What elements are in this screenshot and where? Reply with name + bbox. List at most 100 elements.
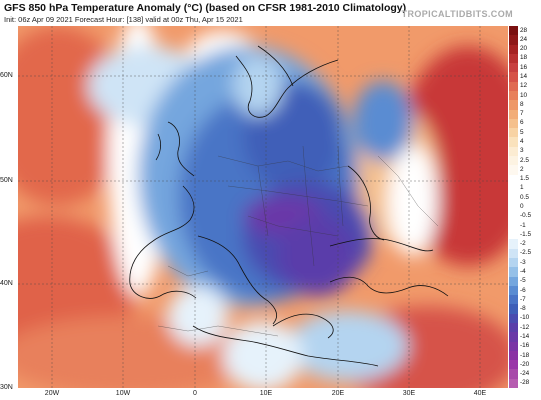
colorbar-label: -16 xyxy=(520,342,530,350)
colorbar-label: 4 xyxy=(520,138,524,146)
colorbar-label: 5 xyxy=(520,128,524,136)
colorbar-swatch xyxy=(509,63,518,73)
colorbar-label: 6 xyxy=(520,119,524,127)
colorbar-label: -20 xyxy=(520,360,530,368)
colorbar-label: 16 xyxy=(520,63,528,71)
lat-label-50n: 50N xyxy=(0,177,13,184)
colorbar-label: -0.5 xyxy=(520,212,532,220)
colorbar-swatch xyxy=(509,230,518,240)
colorbar-swatch xyxy=(509,332,518,343)
colorbar-swatch xyxy=(509,26,518,36)
colorbar-label: -28 xyxy=(520,379,530,387)
colorbar-swatch xyxy=(509,276,518,287)
colorbar-swatch xyxy=(509,350,518,361)
colorbar-swatch xyxy=(509,90,518,101)
colorbar-swatch xyxy=(509,378,518,389)
colorbar-swatch xyxy=(509,211,518,222)
colorbar-swatch xyxy=(509,35,518,46)
colorbar-label: -4 xyxy=(520,267,526,275)
colorbar-swatch xyxy=(509,155,518,166)
colorbar-label: 14 xyxy=(520,73,528,81)
colorbar-swatch xyxy=(509,81,518,92)
colorbar-swatch xyxy=(509,53,518,64)
colorbar-label: -1 xyxy=(520,221,526,229)
colorbar-label: 8 xyxy=(520,100,524,108)
colorbar-label: 0.5 xyxy=(520,193,529,201)
colorbar-label: -6 xyxy=(520,286,526,294)
colorbar-swatch xyxy=(509,146,518,157)
colorbar-swatch xyxy=(509,323,518,333)
site-watermark: TROPICALTIDBITS.COM xyxy=(401,9,513,19)
colorbar-label: -3 xyxy=(520,258,526,266)
colorbar-label: -12 xyxy=(520,323,530,331)
colorbar-label: 24 xyxy=(520,35,528,43)
colorbar-swatch xyxy=(509,137,518,148)
colorbar-label: 28 xyxy=(520,26,528,34)
colorbar-label: -8 xyxy=(520,305,526,313)
colorbar-label: -2 xyxy=(520,240,526,248)
colorbar-label: -18 xyxy=(520,351,530,359)
colorbar-swatch xyxy=(509,193,518,203)
colorbar-swatch xyxy=(509,360,518,370)
colorbar-label: 18 xyxy=(520,54,528,62)
colorbar-label: 7 xyxy=(520,110,524,118)
colorbar-swatch xyxy=(509,295,518,305)
colorbar-swatch xyxy=(509,248,518,259)
lat-label-40n: 40N xyxy=(0,280,13,287)
colorbar-swatch xyxy=(509,202,518,213)
colorbar-label: -1.5 xyxy=(520,230,532,238)
colorbar-swatch xyxy=(509,341,518,352)
lon-label-20e: 20E xyxy=(331,390,345,397)
colorbar-label: 2 xyxy=(520,165,524,173)
colorbar: 28 24 20 18 16 14 12 10 8 7 6 5 4 3 2.5 2 1.5 1 0.5 0 -0.5 -1… xyxy=(509,26,541,389)
map-subtitle: Init: 06z Apr 09 2021 Forecast Hour: [13… xyxy=(4,15,243,24)
lon-label-20w: 20W xyxy=(44,390,60,397)
colorbar-swatch xyxy=(509,304,518,315)
borders xyxy=(157,145,439,337)
colorbar-swatch xyxy=(509,44,518,55)
coastlines xyxy=(129,45,449,367)
graticule xyxy=(18,26,508,388)
colorbar-label: -10 xyxy=(520,314,530,322)
colorbar-swatch xyxy=(509,220,518,231)
colorbar-swatch xyxy=(509,369,518,380)
colorbar-swatch xyxy=(509,165,518,175)
lat-label-60n: 60N xyxy=(0,72,13,79)
lon-label-30e: 30E xyxy=(402,390,416,397)
colorbar-label: 1.5 xyxy=(520,175,529,183)
colorbar-label: 10 xyxy=(520,91,528,99)
colorbar-swatch xyxy=(509,258,518,268)
map-title: GFS 850 hPa Temperature Anomaly (°C) (ba… xyxy=(4,2,407,14)
colorbar-label: 1 xyxy=(520,184,524,192)
anomaly-shading xyxy=(18,26,508,388)
lon-label-10w: 10W xyxy=(115,390,131,397)
colorbar-label: -7 xyxy=(520,295,526,303)
colorbar-swatch xyxy=(509,313,518,324)
colorbar-label: -14 xyxy=(520,332,530,340)
colorbar-label: 12 xyxy=(520,82,528,90)
anomaly-map xyxy=(18,26,508,388)
colorbar-label: 20 xyxy=(520,45,528,53)
map-header: GFS 850 hPa Temperature Anomaly (°C) (ba… xyxy=(0,0,541,26)
colorbar-swatch xyxy=(509,128,518,138)
lon-label-0: 0 xyxy=(193,390,197,397)
colorbar-label: -24 xyxy=(520,370,530,378)
colorbar-swatch xyxy=(509,118,518,129)
lon-label-40e: 40E xyxy=(473,390,487,397)
colorbar-swatch xyxy=(509,72,518,83)
lon-label-10e: 10E xyxy=(259,390,273,397)
colorbar-swatch xyxy=(509,109,518,120)
lat-label-30n: 30N xyxy=(0,384,13,391)
colorbar-label: 2.5 xyxy=(520,156,529,164)
colorbar-swatch xyxy=(509,239,518,250)
colorbar-label: 0 xyxy=(520,203,524,210)
colorbar-swatch xyxy=(509,183,518,194)
anomaly-map-svg xyxy=(18,26,508,388)
colorbar-swatch xyxy=(509,100,518,111)
colorbar-label: 3 xyxy=(520,147,524,155)
colorbar-swatch xyxy=(509,285,518,296)
colorbar-label: -5 xyxy=(520,277,526,285)
colorbar-label: -2.5 xyxy=(520,249,532,257)
colorbar-swatch xyxy=(509,267,518,278)
colorbar-swatch xyxy=(509,174,518,185)
